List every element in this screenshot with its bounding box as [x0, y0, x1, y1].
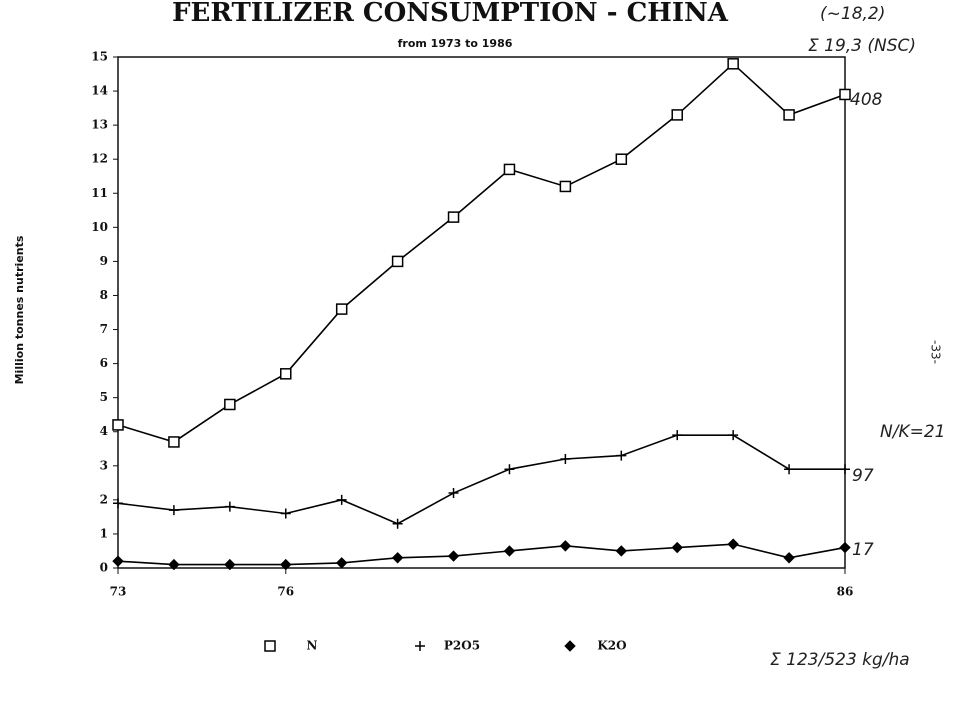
y-tick-label: 15: [91, 50, 108, 64]
x-tick-label: 86: [837, 585, 854, 599]
plot-frame: [117, 56, 846, 569]
marker: [447, 211, 460, 223]
annotation: N/K=21: [880, 422, 945, 442]
annotation: 408: [850, 90, 883, 110]
marker: [503, 545, 516, 557]
annotation: Σ 123/523 kg/ha: [770, 650, 910, 670]
marker: [280, 368, 292, 380]
series-line: [117, 62, 846, 443]
legend-label: P2O5: [444, 639, 480, 653]
marker: [224, 398, 236, 411]
marker: [727, 58, 739, 70]
annotation: 17: [852, 540, 874, 560]
marker: [168, 505, 179, 516]
marker: [112, 419, 124, 431]
y-tick-label: 5: [100, 390, 108, 404]
marker: [560, 453, 571, 464]
annotation: 97: [852, 466, 874, 486]
marker: [392, 518, 403, 529]
series-line: [117, 543, 846, 566]
marker: [280, 508, 291, 519]
marker: [559, 180, 572, 193]
y-tick-label: 3: [100, 458, 108, 472]
marker: [280, 558, 292, 571]
marker: [839, 541, 851, 554]
marker: [727, 538, 739, 550]
y-tick-label: 8: [100, 288, 108, 302]
x-tick-label: 76: [277, 585, 294, 599]
y-tick-label: 12: [91, 152, 108, 166]
marker: [391, 255, 404, 268]
y-tick-label: 10: [91, 220, 108, 234]
marker: [503, 163, 516, 176]
marker: [224, 501, 235, 512]
y-tick-label: 11: [91, 186, 108, 200]
marker: [448, 488, 459, 499]
y-tick-label: 14: [91, 84, 108, 98]
marker: [112, 555, 124, 567]
x-tick-label: 73: [110, 585, 127, 599]
marker: [784, 464, 795, 475]
marker: [728, 430, 739, 441]
legend-label: K2O: [597, 639, 626, 653]
marker: [615, 545, 628, 557]
marker: [559, 540, 572, 552]
y-tick-label: 13: [91, 118, 108, 132]
chart-subtitle: from 1973 to 1986: [398, 37, 513, 50]
marker: [264, 640, 276, 652]
marker: [224, 558, 236, 571]
annotation: -33-: [929, 340, 943, 364]
y-tick-label: 2: [100, 492, 108, 506]
marker: [672, 430, 683, 441]
marker: [391, 552, 404, 564]
marker: [840, 464, 850, 475]
legend-label: N: [307, 639, 318, 653]
y-tick-label: 0: [100, 561, 108, 575]
marker: [415, 641, 425, 651]
y-tick-label: 7: [100, 322, 108, 336]
marker: [783, 109, 795, 121]
annotation: Σ 19,3 (NSC): [808, 36, 916, 56]
marker: [447, 550, 460, 562]
marker: [671, 109, 683, 121]
marker: [671, 541, 683, 554]
series-line: [117, 434, 845, 525]
y-tick-label: 9: [100, 254, 108, 268]
marker: [839, 88, 851, 101]
marker: [168, 558, 180, 571]
marker: [504, 464, 515, 475]
marker: [335, 303, 348, 315]
marker: [783, 552, 795, 564]
marker: [113, 498, 123, 509]
marker: [168, 436, 180, 448]
marker: [616, 450, 627, 461]
marker: [615, 153, 628, 165]
y-tick-label: 6: [100, 356, 108, 370]
chart-title: FERTILIZER CONSUMPTION - CHINA: [172, 0, 729, 28]
marker: [564, 640, 576, 652]
marker: [335, 557, 348, 569]
y-tick-label: 4: [100, 424, 108, 438]
y-axis-label: Million tonnes nutrients: [13, 235, 26, 384]
annotation: (~18,2): [820, 4, 885, 24]
marker: [336, 494, 347, 505]
y-tick-label: 1: [100, 526, 108, 540]
